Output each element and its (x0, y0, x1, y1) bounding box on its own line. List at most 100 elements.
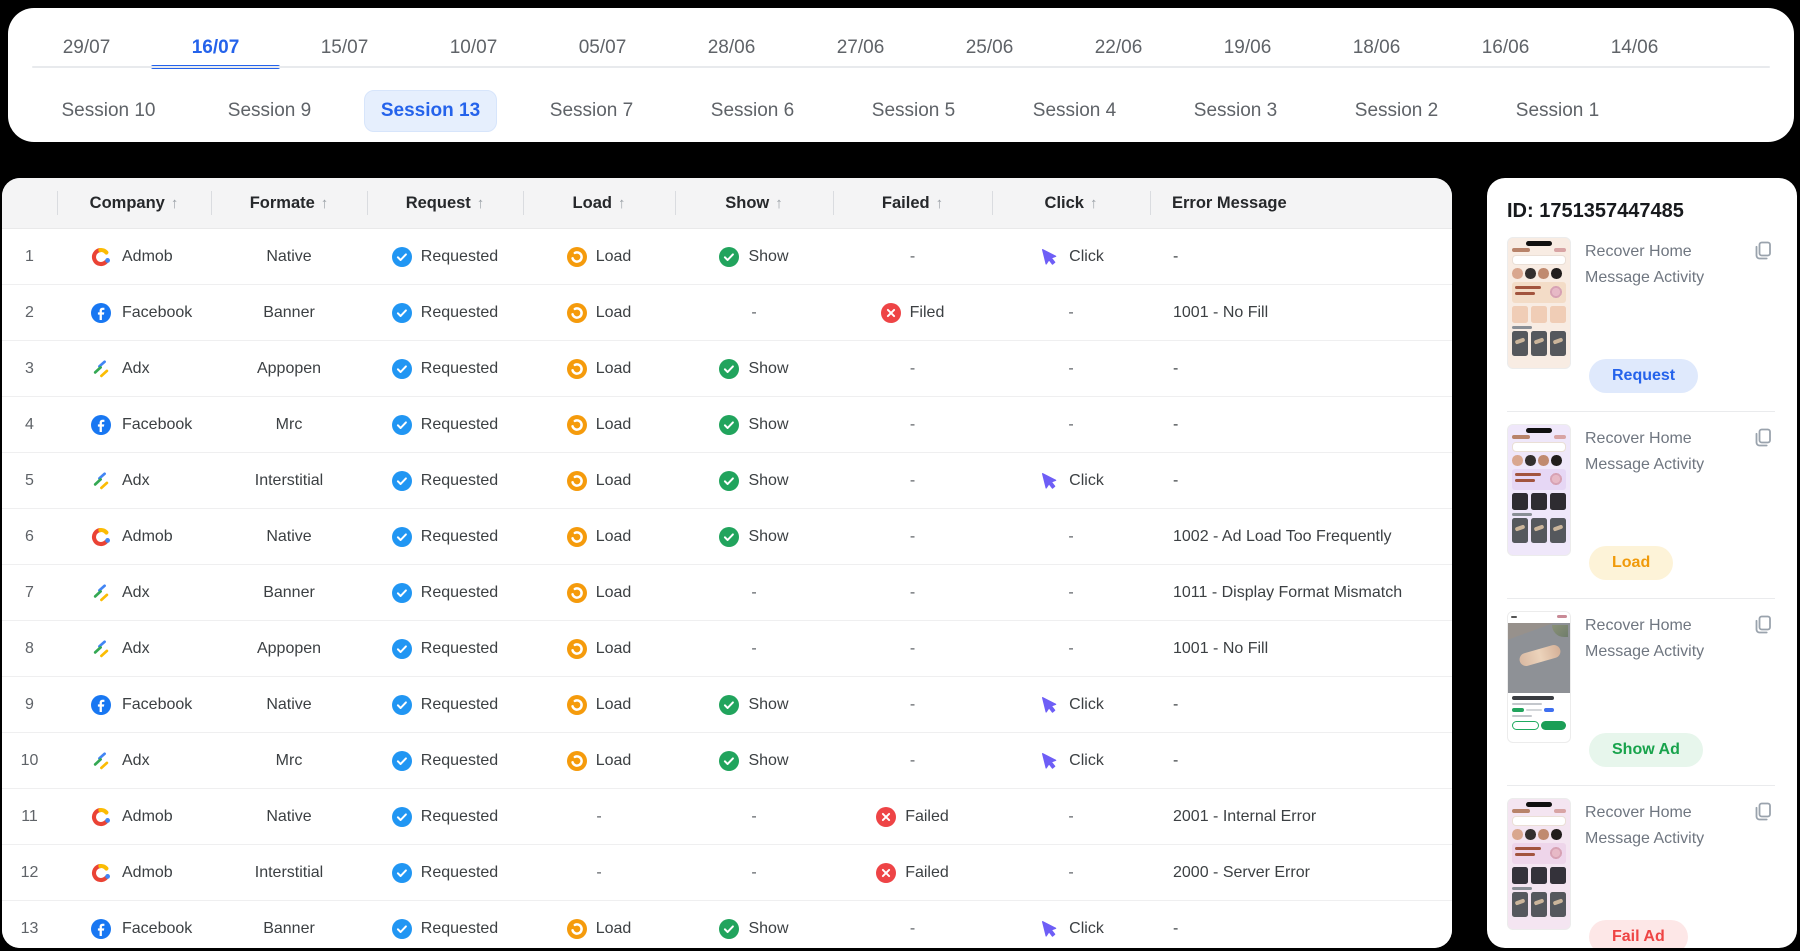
company-cell: Adx (57, 471, 211, 491)
column-header-formate[interactable]: Formate ↑ (211, 190, 367, 216)
requested-icon (391, 694, 412, 715)
date-tab-14-06[interactable]: 14/06 (1610, 37, 1659, 58)
formate-cell: Mrc (275, 415, 303, 433)
session-tab-session-6[interactable]: Session 6 (672, 91, 833, 131)
column-header-request[interactable]: Request ↑ (367, 190, 523, 216)
session-tab-session-10[interactable]: Session 10 (28, 91, 189, 131)
date-tab-15-07[interactable]: 15/07 (320, 37, 369, 58)
copy-button[interactable] (1751, 239, 1775, 263)
failed-cell: Failed (833, 806, 992, 827)
click-cell: Click (992, 918, 1150, 940)
session-tab-label: Session 10 (61, 100, 156, 121)
copy-button[interactable] (1751, 800, 1775, 824)
show-label: Show (748, 919, 789, 937)
tabs-separator-line (32, 66, 1770, 68)
adx-icon (91, 471, 111, 491)
failed-cell: - (833, 584, 992, 602)
column-header-failed[interactable]: Failed ↑ (833, 190, 992, 216)
load-label: Load (595, 751, 632, 769)
date-tab-28-06[interactable]: 28/06 (707, 37, 756, 58)
formate-cell: Mrc (275, 751, 303, 769)
table-row[interactable]: 9 Facebook Native Requested Load Show - … (2, 677, 1452, 733)
show-cell: - (675, 304, 833, 322)
session-tab-session-5[interactable]: Session 5 (833, 91, 994, 131)
event-badge-load: Load (1589, 546, 1674, 580)
column-header-company[interactable]: Company ↑ (57, 190, 211, 216)
show-icon (719, 246, 740, 267)
table-row[interactable]: 1 Admob Native Requested Load Show - Cli… (2, 229, 1452, 285)
copy-button[interactable] (1751, 613, 1775, 637)
formate-cell: Native (266, 807, 312, 825)
date-tab-22-06[interactable]: 22/06 (1094, 37, 1143, 58)
event-badge-request: Request (1589, 359, 1699, 393)
table-row[interactable]: 11 Admob Native Requested - - Failed - 2… (2, 789, 1452, 845)
error-message-cell: 1001 - No Fill (1173, 303, 1269, 321)
request-cell: Requested (367, 918, 523, 939)
date-tab-16-06[interactable]: 16/06 (1481, 37, 1530, 58)
session-tab-session-7[interactable]: Session 7 (511, 91, 672, 131)
table-row[interactable]: 12 Admob Interstitial Requested - - Fail… (2, 845, 1452, 901)
date-tabs: 29/07 16/07 15/07 10/07 05/07 28/06 27/06 25/06… (22, 22, 1780, 74)
date-tab-25-06[interactable]: 25/06 (965, 37, 1014, 58)
ad-thumbnail-app-screen[interactable] (1507, 237, 1571, 369)
session-tab-session-3[interactable]: Session 3 (1155, 91, 1316, 131)
event-badge-fail-ad: Fail Ad (1589, 920, 1688, 948)
table-row[interactable]: 10 Adx Mrc Requested Load Show - Click - (2, 733, 1452, 789)
date-tab-27-06[interactable]: 27/06 (836, 37, 885, 58)
request-label: Requested (420, 807, 499, 825)
click-label: Click (1069, 751, 1104, 769)
date-tab-29-07[interactable]: 29/07 (62, 37, 111, 58)
column-header-load[interactable]: Load ↑ (523, 190, 675, 216)
failed-cell: Filed (833, 302, 992, 323)
show-label: Show (748, 247, 789, 265)
error-message-cell: - (1173, 919, 1179, 937)
table-row[interactable]: 8 Adx Appopen Requested Load - - - 1001 … (2, 621, 1452, 677)
table-row[interactable]: 3 Adx Appopen Requested Load Show - - - (2, 341, 1452, 397)
show-icon (719, 526, 740, 547)
load-cell: Load (523, 582, 675, 603)
show-label: Show (748, 527, 789, 545)
show-cell: - (675, 584, 833, 602)
session-tab-session-4[interactable]: Session 4 (994, 91, 1155, 131)
load-label: Load (595, 471, 632, 489)
table-row[interactable]: 7 Adx Banner Requested Load - - - 1011 -… (2, 565, 1452, 621)
ad-thumbnail-product-photo[interactable] (1507, 611, 1571, 743)
load-cell: Load (523, 414, 675, 435)
table-row[interactable]: 2 Facebook Banner Requested Load - Filed… (2, 285, 1452, 341)
date-tab-05-07[interactable]: 05/07 (578, 37, 627, 58)
request-label: Requested (420, 863, 499, 881)
ad-event-card-content: Recover Home Message Activity Fail Ad (1585, 798, 1775, 948)
load-icon (566, 358, 587, 379)
load-cell: Load (523, 918, 675, 939)
show-cell: - (675, 808, 833, 826)
show-icon (719, 358, 740, 379)
table-row[interactable]: 5 Adx Interstitial Requested Load Show -… (2, 453, 1452, 509)
table-row[interactable]: 6 Admob Native Requested Load Show - - 1… (2, 509, 1452, 565)
table-row[interactable]: 13 Facebook Banner Requested Load Show -… (2, 901, 1452, 948)
error-message-cell: 2000 - Server Error (1173, 863, 1310, 881)
load-icon (566, 246, 587, 267)
failed-cell: - (833, 640, 992, 658)
date-tab-18-06[interactable]: 18/06 (1352, 37, 1401, 58)
session-tab-session-9[interactable]: Session 9 (189, 91, 350, 131)
company-cell: Adx (57, 639, 211, 659)
copy-icon (1751, 428, 1775, 454)
copy-button[interactable] (1751, 426, 1775, 450)
error-message-cell: 1001 - No Fill (1173, 639, 1269, 657)
date-tab-19-06[interactable]: 19/06 (1223, 37, 1272, 58)
table-row[interactable]: 4 Facebook Mrc Requested Load Show - - - (2, 397, 1452, 453)
session-tab-session-1[interactable]: Session 1 (1477, 91, 1638, 131)
column-header-click[interactable]: Click ↑ (992, 190, 1150, 216)
column-header-show[interactable]: Show ↑ (675, 190, 833, 216)
click-cell: - (992, 808, 1150, 826)
request-label: Requested (420, 919, 499, 937)
show-icon (719, 918, 740, 939)
error-message-cell: - (1173, 695, 1179, 713)
ad-thumbnail-app-screen[interactable] (1507, 798, 1571, 930)
session-tab-session-13[interactable]: Session 13 (350, 90, 511, 132)
date-tab-10-07[interactable]: 10/07 (449, 37, 498, 58)
formate-cell: Interstitial (254, 471, 324, 489)
ad-thumbnail-app-screen[interactable] (1507, 424, 1571, 556)
session-tab-session-2[interactable]: Session 2 (1316, 91, 1477, 131)
click-empty: - (1068, 359, 1074, 377)
